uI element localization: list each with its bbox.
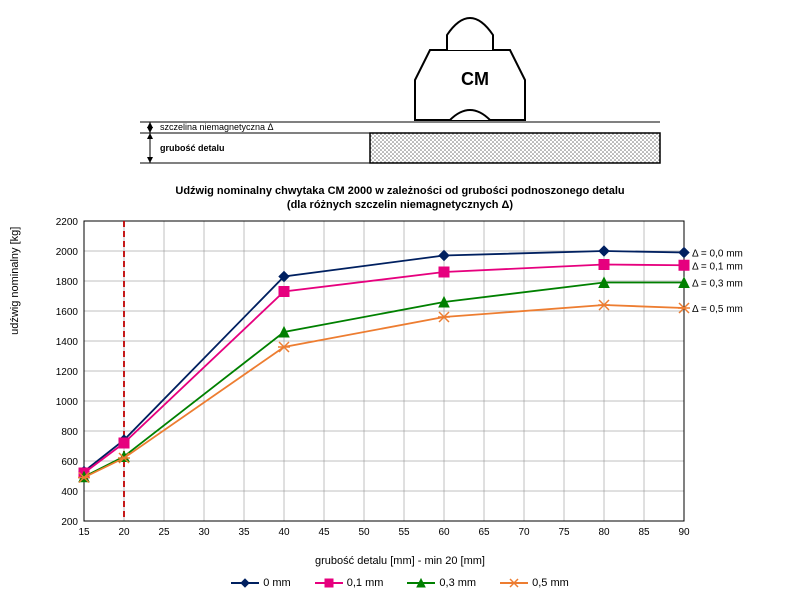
svg-text:20: 20 — [118, 527, 130, 538]
chart-title-line2: (dla różnych szczelin niemagnetycznych Δ… — [5, 199, 795, 211]
svg-text:1200: 1200 — [56, 367, 79, 378]
workpiece-icon — [370, 133, 660, 163]
svg-text:30: 30 — [198, 527, 210, 538]
svg-text:40: 40 — [278, 527, 290, 538]
cm-label: CM — [461, 69, 489, 89]
svg-text:65: 65 — [478, 527, 490, 538]
svg-text:70: 70 — [518, 527, 530, 538]
legend-label: 0,5 mm — [532, 577, 569, 589]
svg-text:1800: 1800 — [56, 277, 79, 288]
legend-label: 0,3 mm — [439, 577, 476, 589]
svg-text:Δ = 0,5 mm: Δ = 0,5 mm — [692, 304, 743, 315]
svg-text:80: 80 — [598, 527, 610, 538]
svg-text:600: 600 — [61, 457, 78, 468]
thickness-arrow-icon — [147, 133, 153, 163]
figure-container: CM szczelina niemagnetyczna Δ grubość de… — [5, 5, 795, 589]
thickness-label: grubość detalu — [160, 143, 225, 153]
svg-text:25: 25 — [158, 527, 170, 538]
svg-text:90: 90 — [678, 527, 690, 538]
svg-text:35: 35 — [238, 527, 250, 538]
legend-label: 0 mm — [263, 577, 291, 589]
chart-title-line1: Udźwig nominalny chwytaka CM 2000 w zale… — [5, 185, 795, 197]
legend-label: 0,1 mm — [347, 577, 384, 589]
svg-text:400: 400 — [61, 487, 78, 498]
svg-text:Δ = 0,3 mm: Δ = 0,3 mm — [692, 279, 743, 290]
svg-text:2200: 2200 — [56, 217, 79, 228]
svg-text:Δ = 0,1 mm: Δ = 0,1 mm — [692, 261, 743, 272]
svg-text:50: 50 — [358, 527, 370, 538]
svg-text:1000: 1000 — [56, 397, 79, 408]
svg-text:1600: 1600 — [56, 307, 79, 318]
legend-item: 0,1 mm — [315, 577, 384, 589]
legend-item: 0,5 mm — [500, 577, 569, 589]
gap-arrow-icon — [147, 122, 153, 133]
chart-legend: 0 mm 0,1 mm 0,3 mm 0,5 mm — [5, 575, 795, 589]
svg-text:15: 15 — [78, 527, 90, 538]
svg-text:800: 800 — [61, 427, 78, 438]
svg-text:Δ = 0,0 mm: Δ = 0,0 mm — [692, 249, 743, 260]
magnet-icon: CM — [415, 18, 525, 120]
legend-item: 0,3 mm — [407, 577, 476, 589]
chart-area: udźwig nominalny [kg] 200400600800100012… — [20, 213, 780, 553]
svg-text:85: 85 — [638, 527, 650, 538]
svg-text:60: 60 — [438, 527, 450, 538]
svg-text:200: 200 — [61, 517, 78, 528]
chart-svg: 200 400 600 800 1000 1200 1400 1600 1800 2000 2200… — [20, 213, 780, 553]
gap-label: szczelina niemagnetyczna Δ — [160, 122, 274, 132]
schematic-diagram: CM szczelina niemagnetyczna Δ grubość de… — [100, 5, 700, 175]
legend-item: 0 mm — [231, 577, 291, 589]
x-axis-label: grubość detalu [mm] - min 20 [mm] — [5, 555, 795, 567]
svg-text:75: 75 — [558, 527, 570, 538]
svg-text:1400: 1400 — [56, 337, 79, 348]
svg-text:45: 45 — [318, 527, 330, 538]
svg-text:55: 55 — [398, 527, 410, 538]
y-axis-label: udźwig nominalny [kg] — [9, 227, 21, 335]
svg-text:2000: 2000 — [56, 247, 79, 258]
